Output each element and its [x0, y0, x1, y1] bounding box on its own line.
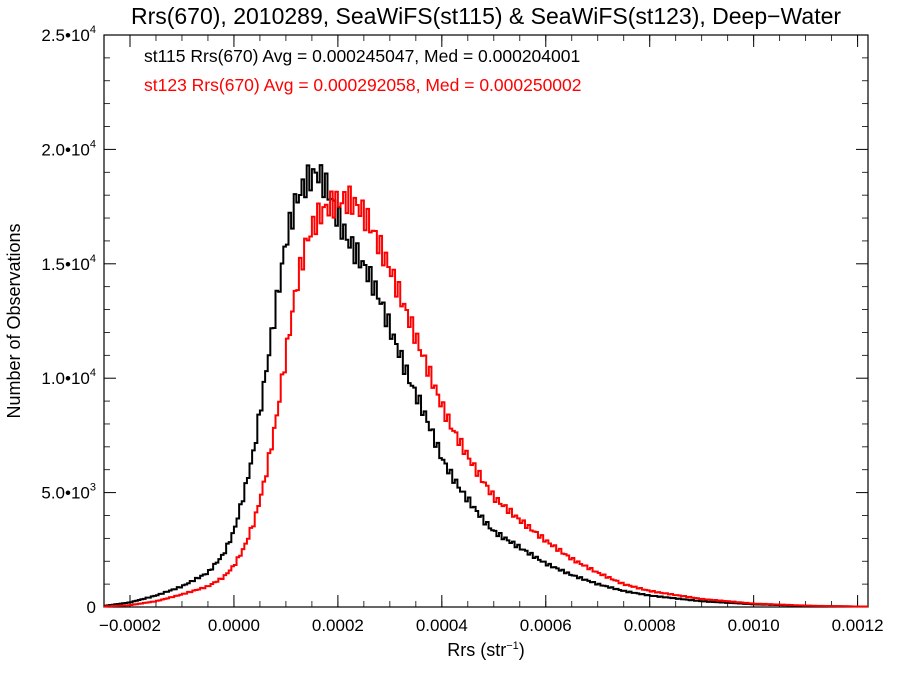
series-line-0	[104, 164, 868, 608]
legend-entry-st123: st123 Rrs(670) Avg = 0.000292058, Med = …	[144, 75, 582, 95]
y-tick-label: 5.0•103	[41, 482, 96, 503]
x-tick-label: 0.0008	[624, 616, 676, 635]
y-tick-label: 2.5•104	[41, 24, 96, 45]
y-tick-mantissa: 0	[87, 598, 96, 617]
x-tick-label: 0.0010	[728, 616, 780, 635]
plot-frame	[103, 34, 869, 608]
x-tick-label: 0.0000	[208, 616, 260, 635]
x-axis-label-superscript: −1	[506, 640, 519, 652]
y-tick-mantissa: 2.5•10	[41, 26, 90, 45]
x-tick-label: 0.0012	[832, 616, 884, 635]
x-axis-label: Rrs (str−1)	[447, 640, 525, 660]
x-tick-label: 0.0004	[416, 616, 468, 635]
x-tick-label: 0.0002	[312, 616, 364, 635]
y-tick-label: 1.0•104	[41, 367, 96, 388]
y-tick-exponent: 4	[90, 24, 96, 36]
x-tick-label: 0.0006	[520, 616, 572, 635]
y-tick-mantissa: 5.0•10	[41, 484, 90, 503]
y-tick-exponent: 4	[90, 253, 96, 265]
y-tick-mantissa: 1.0•10	[41, 369, 90, 388]
legend-entry-st115: st115 Rrs(670) Avg = 0.000245047, Med = …	[144, 46, 580, 66]
x-tick-label: −0.0002	[99, 616, 161, 635]
plot-area: −0.0002 0.0000 0.0002 0.0004 0.0006 0.0008 0.0…	[41, 24, 883, 635]
y-tick-mantissa: 1.5•10	[41, 255, 90, 274]
series-line-1	[104, 185, 868, 608]
x-axis: −0.0002 0.0000 0.0002 0.0004 0.0006 0.0008 0.0…	[99, 35, 884, 635]
y-tick-label: 2.0•104	[41, 138, 96, 159]
y-tick-exponent: 4	[90, 138, 96, 150]
y-tick-exponent: 4	[90, 367, 96, 379]
y-tick-mantissa: 2.0•10	[41, 140, 90, 159]
y-tick-label: 1.5•104	[41, 253, 96, 274]
y-tick-label: 0	[87, 598, 96, 617]
y-tick-exponent: 3	[90, 482, 96, 494]
x-axis-label-close: )	[519, 640, 525, 660]
y-axis-label: Number of Observations	[4, 223, 24, 418]
series-group	[104, 164, 868, 608]
chart-title: Rrs(670), 2010289, SeaWiFS(st115) & SeaW…	[131, 3, 841, 29]
